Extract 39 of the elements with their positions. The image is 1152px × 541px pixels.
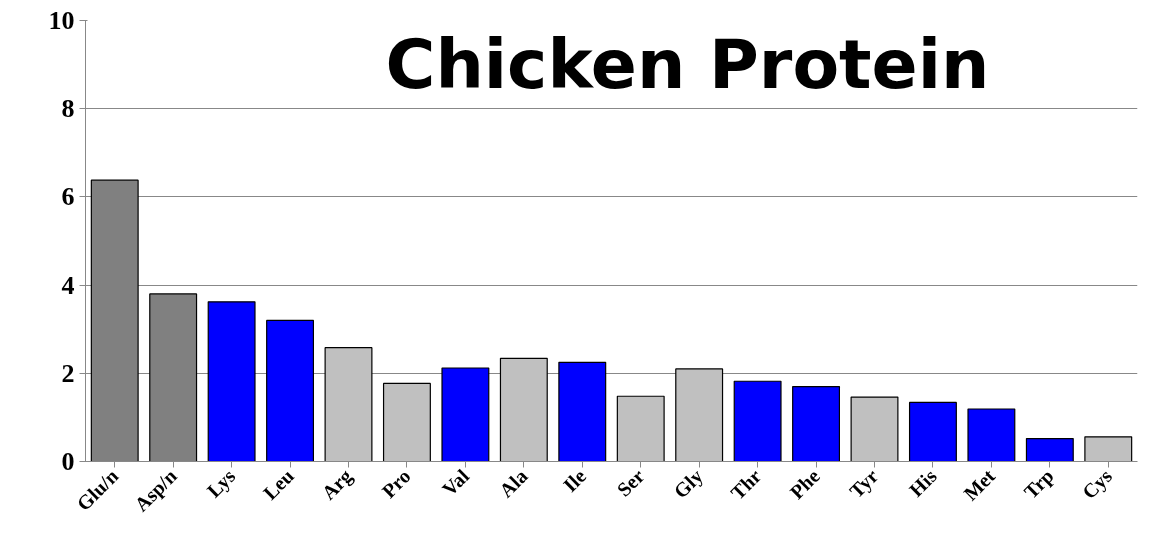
bar — [850, 396, 899, 462]
bar — [1084, 436, 1133, 462]
x-tick-label: Lys — [202, 464, 241, 503]
x-tick-label: Arg — [317, 464, 357, 505]
y-tick-label: 8 — [61, 94, 75, 124]
x-tick-label: Val — [437, 464, 474, 501]
x-tick-label: Cys — [1077, 464, 1117, 504]
bar — [266, 319, 315, 462]
bar — [207, 301, 256, 462]
x-tick-label: Thr — [726, 464, 766, 504]
bar — [675, 368, 724, 462]
bar — [558, 361, 607, 462]
bar — [324, 347, 373, 462]
y-tick-label: 10 — [48, 6, 75, 35]
bar — [441, 367, 490, 462]
bar — [499, 357, 548, 462]
y-tick-label: 4 — [61, 270, 75, 300]
x-tick-label: Phe — [785, 464, 824, 504]
bar — [733, 380, 782, 462]
bar — [382, 382, 431, 462]
x-tick-label: Trp — [1019, 464, 1059, 504]
x-tick-label: Leu — [258, 464, 298, 504]
bar — [908, 401, 957, 462]
x-tick-label: Ile — [558, 464, 591, 496]
chart-title: Chicken Protein — [385, 25, 990, 105]
bar — [967, 408, 1016, 462]
x-tick-label: Tyr — [844, 464, 884, 503]
bar — [616, 395, 665, 462]
y-tick-label: 0 — [61, 447, 75, 476]
bar — [792, 385, 841, 462]
x-tick-label: Ser — [612, 464, 649, 501]
x-tick-label: His — [904, 464, 941, 501]
x-tick-label: Gly — [669, 464, 708, 503]
x-tick-label: Ala — [494, 464, 532, 502]
x-tick-label: Pro — [377, 464, 415, 503]
bar — [1025, 437, 1074, 462]
x-tick-label: Met — [959, 464, 1000, 505]
y-tick-label: 2 — [61, 358, 75, 388]
y-tick-label: 6 — [61, 182, 75, 212]
